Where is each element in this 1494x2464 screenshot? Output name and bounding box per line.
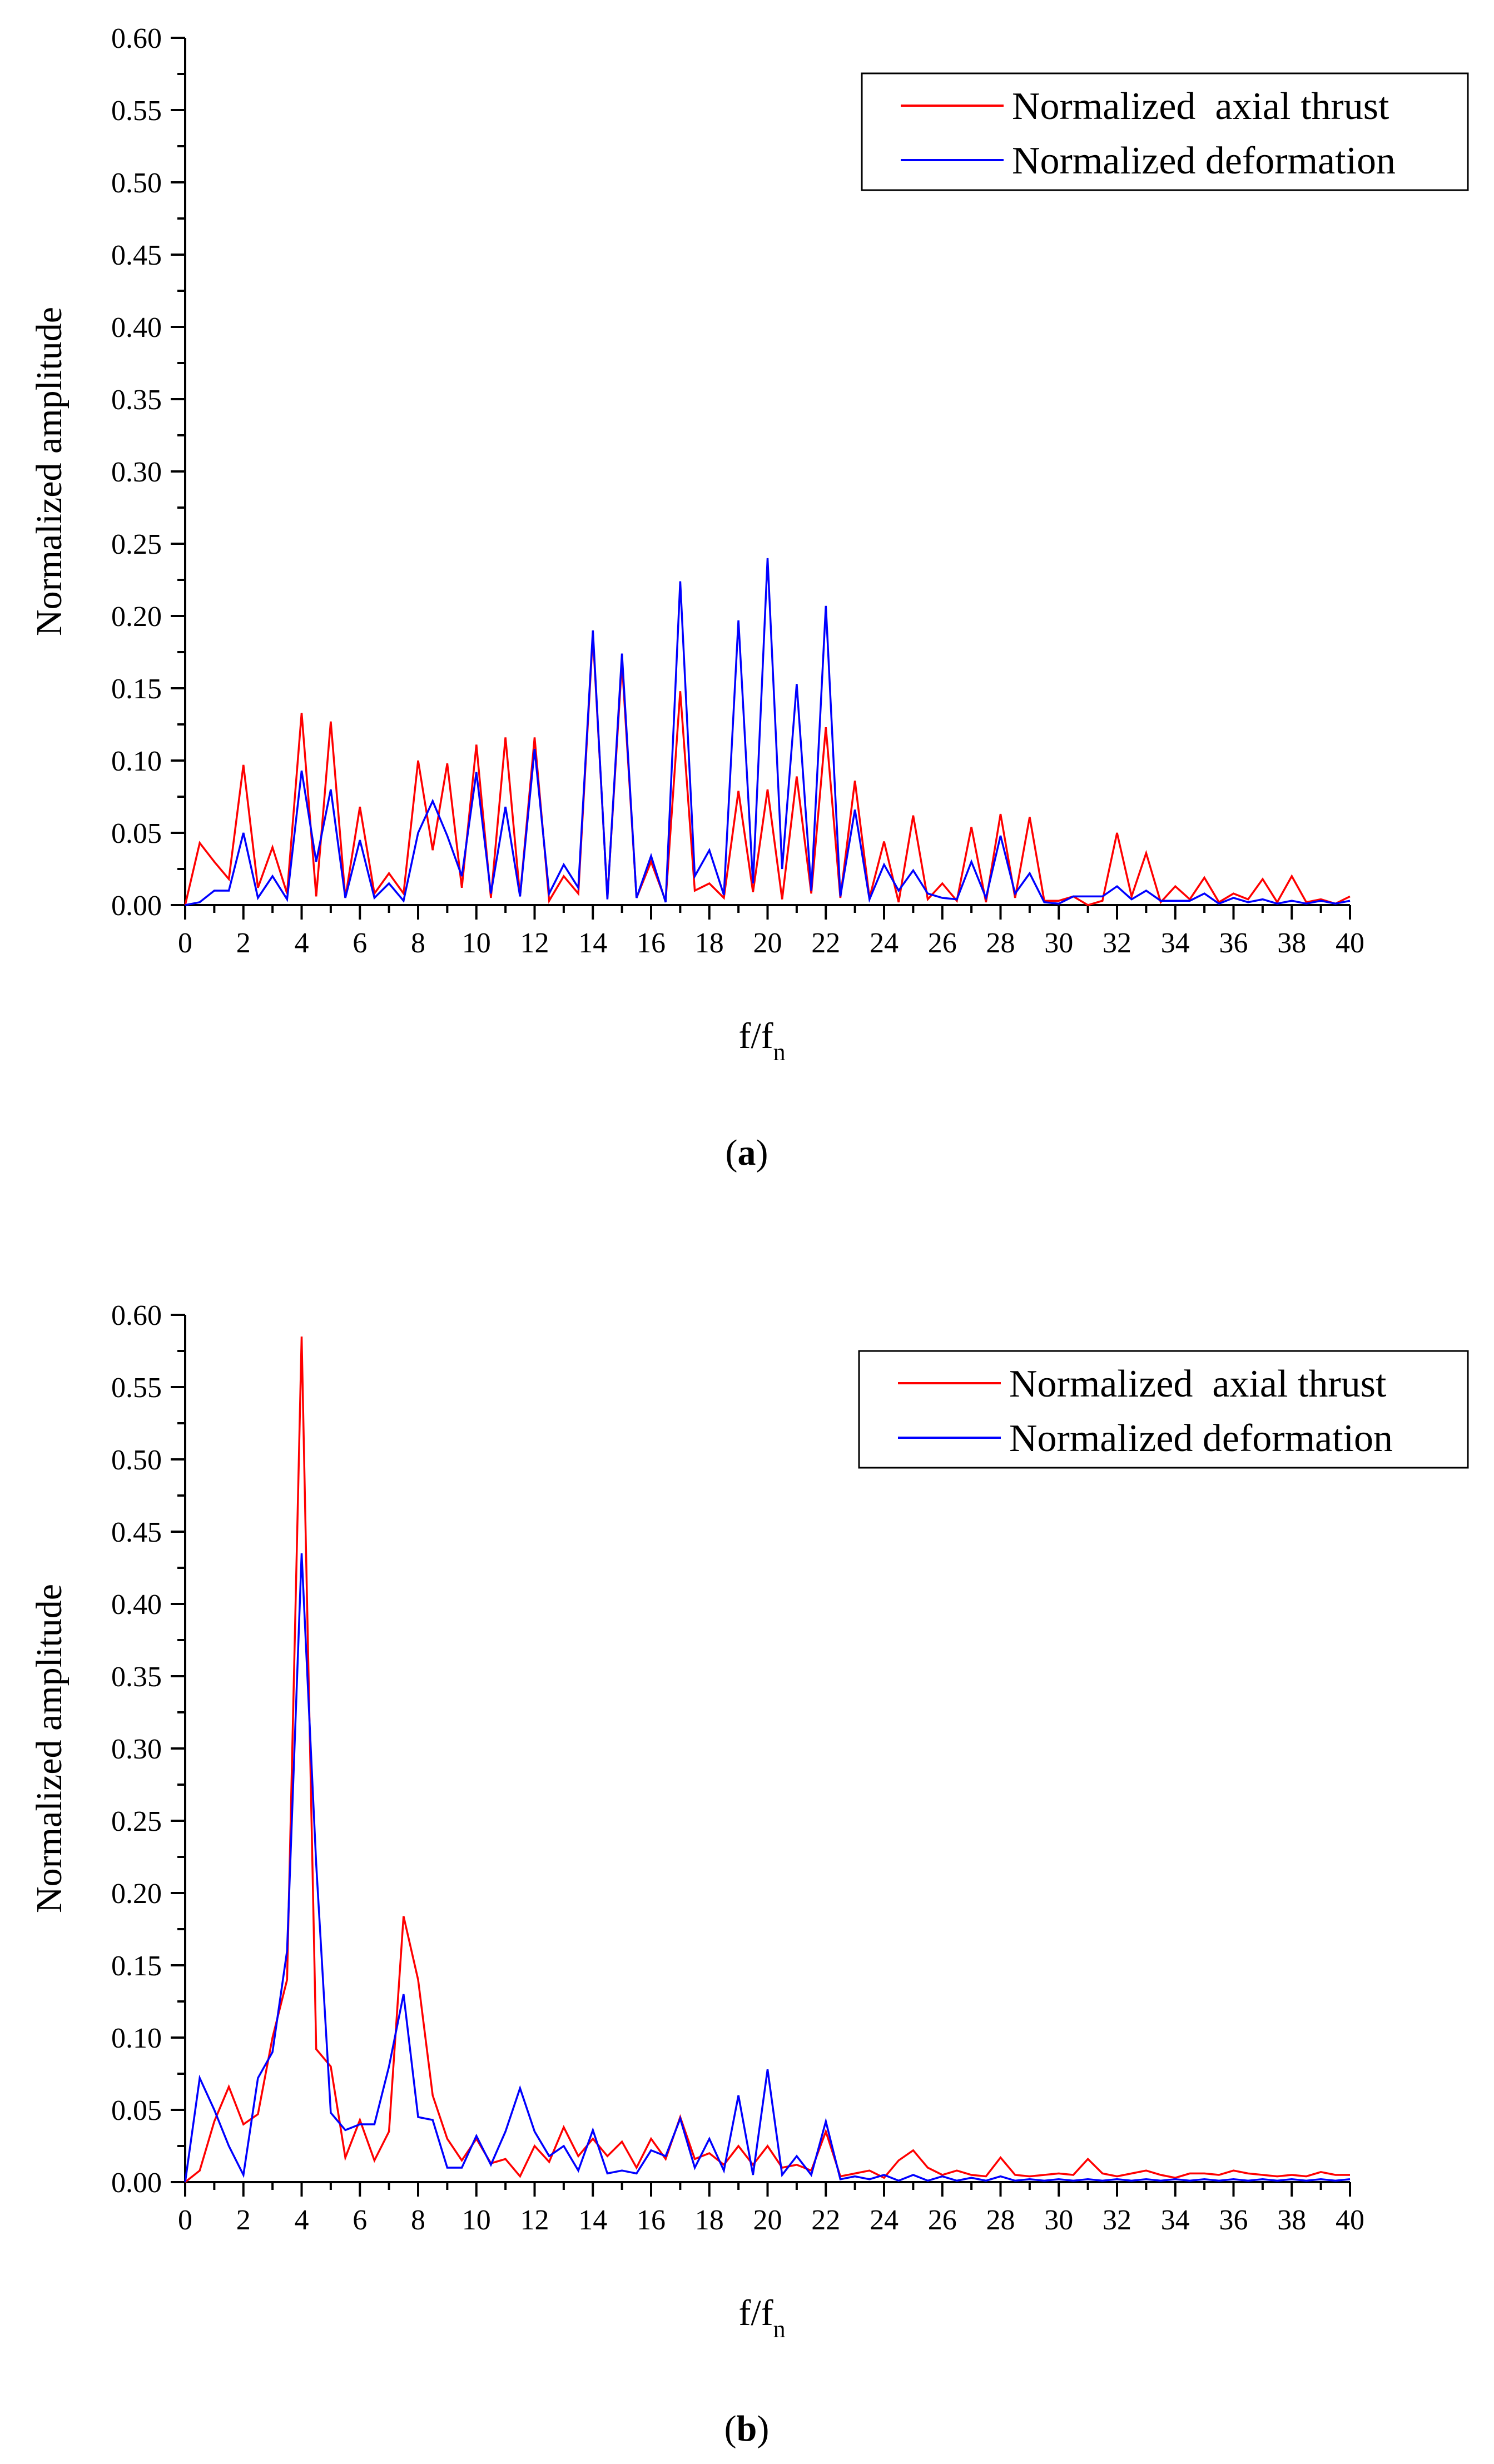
x-tick-label: 20 bbox=[753, 927, 782, 959]
y-tick-label: 0.35 bbox=[111, 1661, 162, 1693]
y-tick-label: 0.45 bbox=[111, 240, 162, 271]
chart-panel-a: 0 2 4 6 8 10 12 14 16 18 20 22 24 26 28 30 32 34 36 38 400.0… bbox=[29, 23, 1469, 1173]
y-tick-label: 0.00 bbox=[111, 890, 162, 922]
y-tick-label: 0.55 bbox=[111, 1372, 162, 1404]
legend-label: Normalized axial thrust bbox=[1012, 85, 1389, 128]
x-tick-label: 36 bbox=[1219, 927, 1248, 959]
x-tick-label: 10 bbox=[462, 927, 491, 959]
x-tick-label: 30 bbox=[1044, 2204, 1073, 2236]
x-axis-label: f/fn bbox=[738, 2293, 785, 2343]
y-tick-label: 0.20 bbox=[111, 1878, 162, 1910]
x-tick-label: 22 bbox=[811, 927, 840, 959]
x-tick-label: 28 bbox=[986, 2204, 1015, 2236]
y-tick-label: 0.25 bbox=[111, 1806, 162, 1837]
x-tick-label: 34 bbox=[1161, 2204, 1190, 2236]
x-tick-label: 26 bbox=[928, 927, 957, 959]
x-tick-label: 16 bbox=[637, 927, 666, 959]
series-line-deformation bbox=[184, 1553, 1351, 2183]
legend-label: Normalized axial thrust bbox=[1009, 1363, 1387, 1405]
series-line-deformation bbox=[185, 558, 1351, 906]
chart-panel-b: 0 2 4 6 8 10 12 14 16 18 20 22 24 26 28 30 32 34 36 38 400.0… bbox=[29, 1300, 1469, 2449]
x-tick-label: 16 bbox=[637, 2204, 666, 2236]
series-line-axial-thrust bbox=[184, 1336, 1350, 2183]
x-tick-label: 4 bbox=[295, 2204, 309, 2236]
y-axis-label: Normalized amplitude bbox=[29, 307, 70, 636]
x-tick-label: 28 bbox=[986, 927, 1015, 959]
x-tick-label: 38 bbox=[1277, 927, 1306, 959]
x-tick-label: 0 bbox=[178, 2204, 192, 2236]
y-tick-label: 0.35 bbox=[111, 384, 162, 416]
x-tick-label: 22 bbox=[811, 2204, 840, 2236]
x-tick-label: 18 bbox=[695, 2204, 724, 2236]
x-tick-label: 2 bbox=[236, 927, 251, 959]
y-tick-label: 0.30 bbox=[111, 456, 162, 488]
x-tick-label: 4 bbox=[295, 927, 309, 959]
x-tick-label: 6 bbox=[353, 927, 367, 959]
x-tick-label: 36 bbox=[1219, 2204, 1248, 2236]
y-axis-label: Normalized amplitude bbox=[29, 1584, 70, 1913]
panel-caption: (a) bbox=[726, 1132, 768, 1173]
y-tick-label: 0.10 bbox=[111, 2023, 162, 2054]
x-tick-label: 18 bbox=[695, 927, 724, 959]
x-tick-label: 12 bbox=[520, 2204, 549, 2236]
x-tick-label: 8 bbox=[411, 927, 425, 959]
y-tick-label: 0.60 bbox=[111, 1300, 162, 1332]
y-tick-label: 0.40 bbox=[111, 312, 162, 344]
x-tick-label: 12 bbox=[520, 927, 549, 959]
y-tick-label: 0.45 bbox=[111, 1517, 162, 1548]
x-tick-label: 8 bbox=[411, 2204, 425, 2236]
y-tick-label: 0.25 bbox=[111, 529, 162, 560]
y-tick-label: 0.40 bbox=[111, 1589, 162, 1621]
x-axis-label: f/fn bbox=[738, 1016, 785, 1066]
y-tick-label: 0.00 bbox=[111, 2167, 162, 2199]
legend-label: Normalized deformation bbox=[1012, 140, 1396, 182]
x-tick-label: 14 bbox=[578, 927, 607, 959]
y-tick-label: 0.05 bbox=[111, 818, 162, 850]
y-tick-label: 0.15 bbox=[111, 1950, 162, 1982]
y-tick-label: 0.50 bbox=[111, 1444, 162, 1476]
x-tick-label: 20 bbox=[753, 2204, 782, 2236]
x-tick-label: 30 bbox=[1044, 927, 1073, 959]
legend: Normalized axial thrust Normalized deform… bbox=[861, 72, 1469, 191]
series-line-axial-thrust bbox=[184, 634, 1351, 906]
x-tick-label: 32 bbox=[1103, 2204, 1131, 2236]
x-tick-label: 2 bbox=[236, 2204, 251, 2236]
x-tick-label: 34 bbox=[1161, 927, 1190, 959]
y-tick-label: 0.30 bbox=[111, 1733, 162, 1765]
x-tick-label: 14 bbox=[578, 2204, 607, 2236]
y-tick-label: 0.15 bbox=[111, 673, 162, 705]
y-tick-label: 0.55 bbox=[111, 95, 162, 127]
y-tick-label: 0.05 bbox=[111, 2095, 162, 2127]
x-tick-label: 32 bbox=[1103, 927, 1131, 959]
x-tick-label: 24 bbox=[870, 2204, 899, 2236]
x-tick-label: 0 bbox=[178, 927, 192, 959]
x-tick-label: 40 bbox=[1336, 927, 1364, 959]
x-tick-label: 26 bbox=[928, 2204, 957, 2236]
x-tick-label: 38 bbox=[1277, 2204, 1306, 2236]
y-tick-label: 0.50 bbox=[111, 167, 162, 199]
legend-box bbox=[861, 72, 1469, 191]
x-tick-label: 10 bbox=[462, 2204, 491, 2236]
panel-caption: (b) bbox=[724, 2408, 770, 2449]
x-tick-label: 6 bbox=[353, 2204, 367, 2236]
legend: Normalized axial thrust Normalized deform… bbox=[858, 1350, 1469, 1469]
legend-box bbox=[858, 1350, 1469, 1469]
x-tick-label: 40 bbox=[1336, 2204, 1364, 2236]
y-tick-label: 0.20 bbox=[111, 601, 162, 633]
y-tick-label: 0.60 bbox=[111, 23, 162, 54]
legend-label: Normalized deformation bbox=[1009, 1417, 1393, 1460]
y-tick-label: 0.10 bbox=[111, 746, 162, 777]
x-tick-label: 24 bbox=[870, 927, 899, 959]
